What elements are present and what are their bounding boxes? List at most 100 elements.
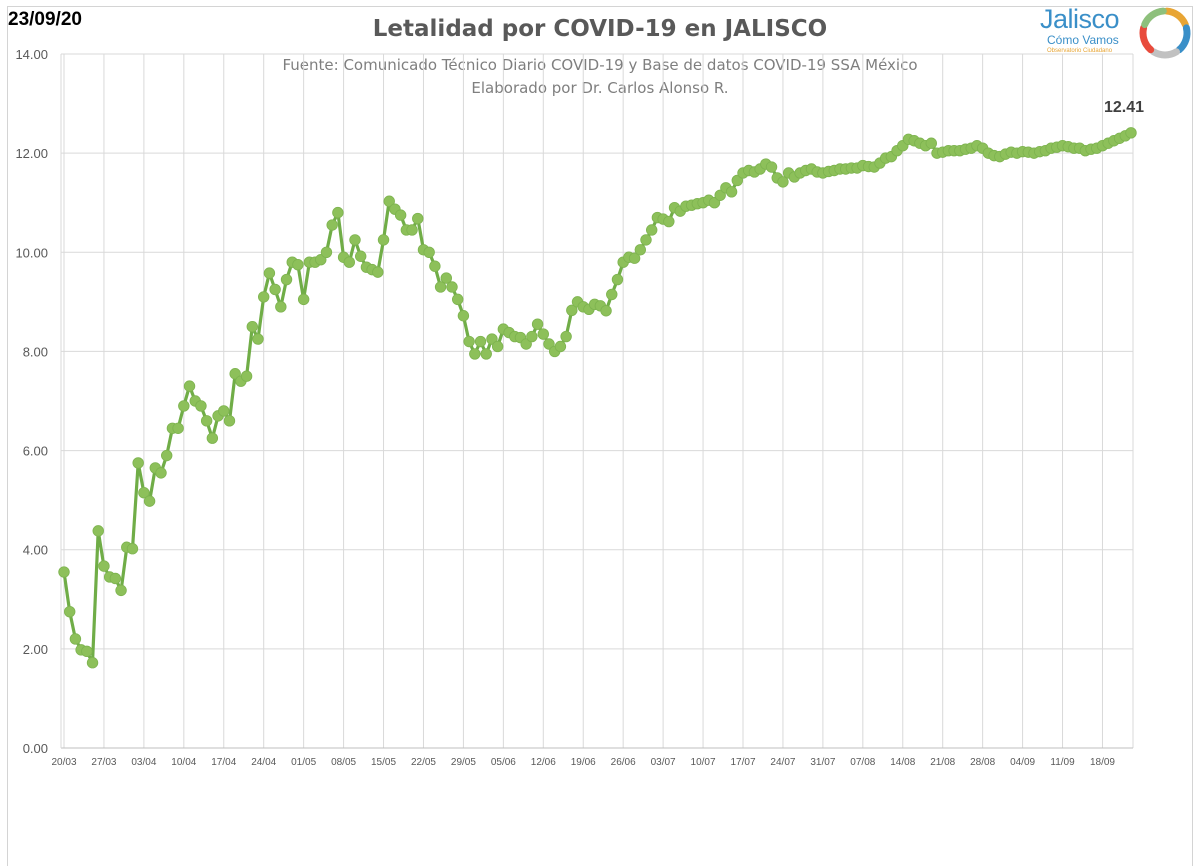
data-point xyxy=(725,186,738,198)
data-point xyxy=(343,256,355,268)
chart-title: Letalidad por COVID-19 en JALISCO xyxy=(372,16,828,42)
data-point xyxy=(600,305,612,317)
data-point xyxy=(611,273,624,286)
axes xyxy=(60,54,1133,749)
data-point xyxy=(263,267,276,279)
data-point xyxy=(480,348,492,360)
x-tick-label: 10/07 xyxy=(691,757,716,768)
data-point xyxy=(412,212,424,225)
data-point xyxy=(463,335,475,348)
data-point xyxy=(115,584,127,597)
y-tick-label: 8.00 xyxy=(23,344,48,359)
data-point xyxy=(925,137,937,149)
data-point xyxy=(372,266,384,278)
x-tick-label: 17/07 xyxy=(730,757,755,768)
x-tick-label: 26/06 xyxy=(611,757,636,768)
data-point xyxy=(1125,127,1137,139)
data-point xyxy=(200,415,213,427)
data-point xyxy=(406,224,418,236)
data-point xyxy=(92,525,104,537)
y-tick-label: 2.00 xyxy=(23,642,48,657)
series-lethality xyxy=(58,127,1137,669)
data-point xyxy=(64,605,76,618)
x-tick-label: 04/09 xyxy=(1010,757,1035,768)
x-tick-label: 03/04 xyxy=(131,757,156,768)
data-point xyxy=(183,380,196,392)
data-point xyxy=(383,195,395,207)
data-point xyxy=(474,335,487,348)
y-tick-label: 10.00 xyxy=(15,245,48,260)
data-point xyxy=(491,340,504,353)
data-point xyxy=(446,281,458,293)
data-point xyxy=(252,333,264,345)
data-point xyxy=(332,206,344,219)
jalisco-como-vamos-logo: Jalisco Cómo Vamos Observatorio Ciudadan… xyxy=(1030,2,1196,62)
data-point xyxy=(320,246,333,258)
data-point xyxy=(423,246,435,258)
data-point xyxy=(126,543,139,555)
data-point xyxy=(452,293,464,306)
data-point xyxy=(172,422,184,434)
x-axis-tick-labels: 20/03 27/03 03/04 10/04 17/04 24/04 01/05 08/05… xyxy=(51,757,1115,768)
data-point xyxy=(143,495,156,507)
data-point xyxy=(138,487,150,499)
data-point xyxy=(81,645,93,658)
report-date: 23/09/20 xyxy=(8,9,82,30)
data-point xyxy=(628,252,641,264)
last-value-label: 12.41 xyxy=(1104,99,1144,116)
data-point xyxy=(777,176,789,188)
x-tick-label: 07/08 xyxy=(850,757,875,768)
y-tick-label: 4.00 xyxy=(23,543,48,558)
data-point xyxy=(765,161,778,173)
data-point xyxy=(195,400,207,412)
x-tick-label: 11/09 xyxy=(1050,757,1075,768)
data-point xyxy=(394,209,407,221)
data-point xyxy=(69,633,82,645)
data-point xyxy=(640,234,652,246)
data-point xyxy=(326,219,338,231)
data-point xyxy=(155,467,167,479)
x-tick-label: 05/06 xyxy=(491,757,516,768)
data-point xyxy=(86,657,99,669)
logo-ring-icon xyxy=(1139,7,1191,59)
logo-name: Jalisco xyxy=(1040,4,1120,34)
data-point xyxy=(297,293,310,306)
data-point xyxy=(58,566,70,578)
data-point xyxy=(526,330,538,343)
data-point xyxy=(223,415,236,427)
data-point xyxy=(434,281,447,293)
x-tick-label: 12/06 xyxy=(531,757,556,768)
data-point xyxy=(132,457,144,469)
x-tick-label: 08/05 xyxy=(331,757,356,768)
x-tick-label: 14/08 xyxy=(890,757,915,768)
data-point xyxy=(440,272,452,284)
logo-ring-segment xyxy=(1175,24,1191,54)
y-tick-label: 0.00 xyxy=(23,741,48,756)
data-point xyxy=(606,288,618,301)
data-point xyxy=(560,330,572,343)
data-point xyxy=(349,234,361,246)
data-point xyxy=(275,301,287,313)
chart-author: Elaborado por Dr. Carlos Alonso R. xyxy=(471,79,729,97)
data-point xyxy=(429,260,441,272)
data-point xyxy=(258,291,270,303)
x-tick-label: 31/07 xyxy=(810,757,835,768)
logo-ring-segment xyxy=(1150,48,1180,59)
x-tick-label: 01/05 xyxy=(291,757,316,768)
y-axis-tick-labels: 0.00 2.00 4.00 6.00 8.00 10.00 12.00 14.00 xyxy=(15,47,48,756)
data-point xyxy=(280,273,293,286)
chart-frame xyxy=(7,6,1193,866)
chart-source: Fuente: Comunicado Técnico Diario COVID-… xyxy=(282,56,918,74)
data-point xyxy=(537,328,549,340)
data-point xyxy=(246,320,258,333)
data-point xyxy=(292,258,304,271)
data-point xyxy=(98,560,110,572)
data-point xyxy=(377,234,390,246)
gridlines xyxy=(61,53,1134,748)
logo-ring-segment xyxy=(1163,7,1189,29)
data-point xyxy=(554,340,567,353)
x-tick-label: 21/08 xyxy=(930,757,955,768)
data-point xyxy=(531,318,544,330)
data-point xyxy=(469,348,481,360)
